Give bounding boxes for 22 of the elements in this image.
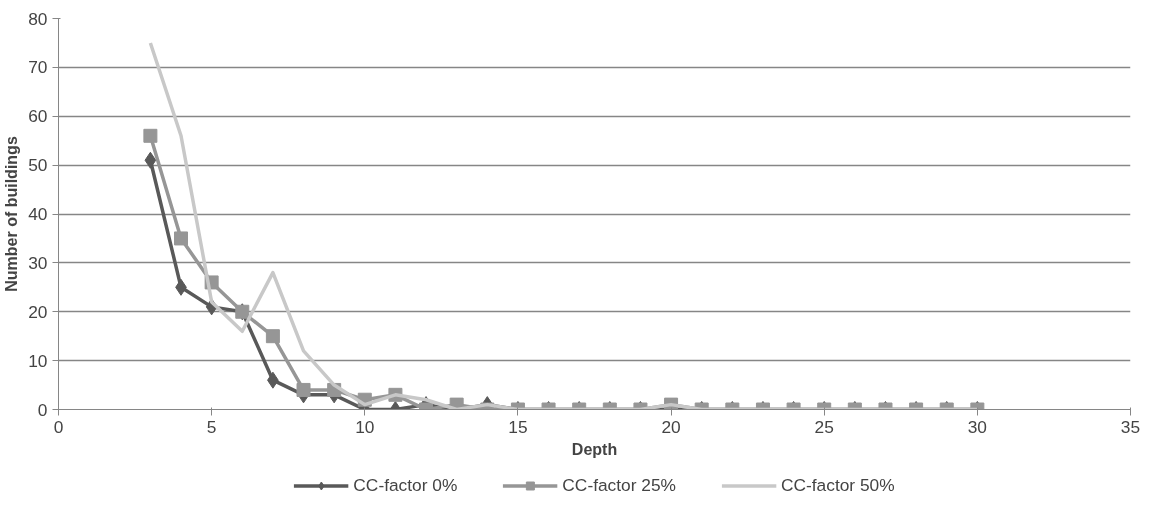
x-tick-label: 0 — [53, 416, 64, 437]
legend-label: CC-factor 0% — [353, 474, 458, 496]
y-tick-label: 60 — [28, 106, 48, 127]
y-tick-label: 70 — [28, 57, 48, 78]
y-tick-label: 80 — [28, 8, 48, 29]
y-tick-label: 50 — [28, 155, 48, 176]
y-tick-label: 0 — [37, 399, 48, 420]
x-tick-label: 15 — [508, 416, 528, 437]
y-tick-label: 30 — [28, 252, 48, 273]
y-tick-label: 20 — [28, 301, 48, 322]
legend-label: CC-factor 50% — [781, 474, 895, 496]
legend-label: CC-factor 25% — [562, 474, 676, 496]
y-tick-label: 10 — [28, 350, 48, 371]
x-tick-label: 5 — [206, 416, 217, 437]
x-tick-label: 10 — [355, 416, 375, 437]
x-tick-label: 20 — [661, 416, 681, 437]
y-axis-title: Number of buildings — [3, 136, 21, 292]
x-axis-title: Depth — [571, 440, 618, 458]
x-tick-label: 35 — [1120, 416, 1141, 437]
y-tick-label: 40 — [28, 204, 48, 224]
x-tick-label: 30 — [967, 416, 987, 437]
x-tick-label: 25 — [814, 416, 834, 437]
